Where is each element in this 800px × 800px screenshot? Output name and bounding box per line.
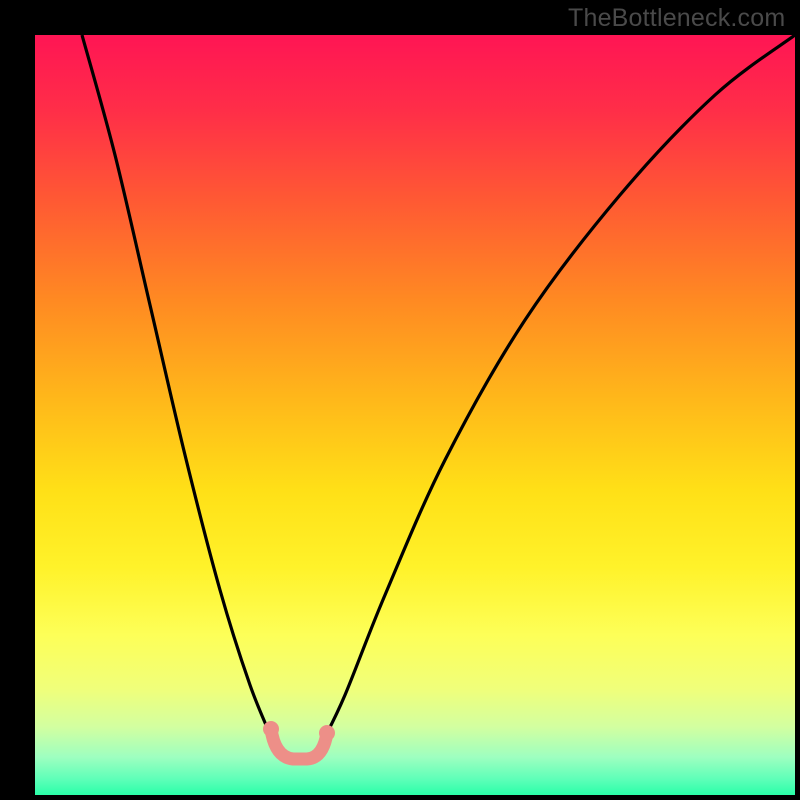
bottleneck-curve bbox=[35, 35, 795, 795]
trough-end-dot-right bbox=[319, 725, 335, 741]
curve-left-branch bbox=[82, 35, 273, 741]
curve-trough bbox=[271, 729, 327, 759]
curve-right-branch bbox=[323, 35, 795, 741]
plot-area bbox=[35, 35, 795, 795]
watermark-text: TheBottleneck.com bbox=[568, 4, 785, 33]
trough-end-dot-left bbox=[263, 721, 279, 737]
